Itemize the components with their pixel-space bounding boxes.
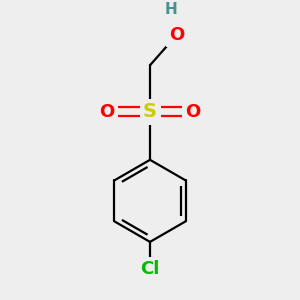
- Text: S: S: [143, 102, 157, 121]
- Text: O: O: [185, 103, 200, 121]
- Text: H: H: [165, 2, 178, 17]
- Text: O: O: [169, 26, 184, 44]
- Text: Cl: Cl: [140, 260, 160, 278]
- Text: O: O: [100, 103, 115, 121]
